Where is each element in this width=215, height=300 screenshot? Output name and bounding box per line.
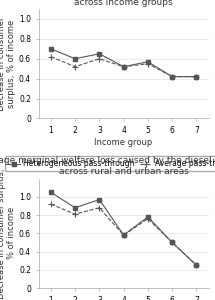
Y-axis label: Decrease in consumer surplus, % of income: Decrease in consumer surplus, % of incom… <box>0 16 16 111</box>
Legend: Heterogeneous pass-through, Average pass-through: Heterogeneous pass-through, Average pass… <box>5 156 215 172</box>
X-axis label: Income group: Income group <box>95 138 153 147</box>
Title: Average marginal welfare loss caused by the diesel tax increase
across income gr: Average marginal welfare loss caused by … <box>0 0 215 7</box>
Title: Average marginal welfare loss caused by the diesel tax increase
across rural and: Average marginal welfare loss caused by … <box>0 156 215 176</box>
Y-axis label: Decrease in consumer surplus, % of income: Decrease in consumer surplus, % of incom… <box>0 168 16 298</box>
